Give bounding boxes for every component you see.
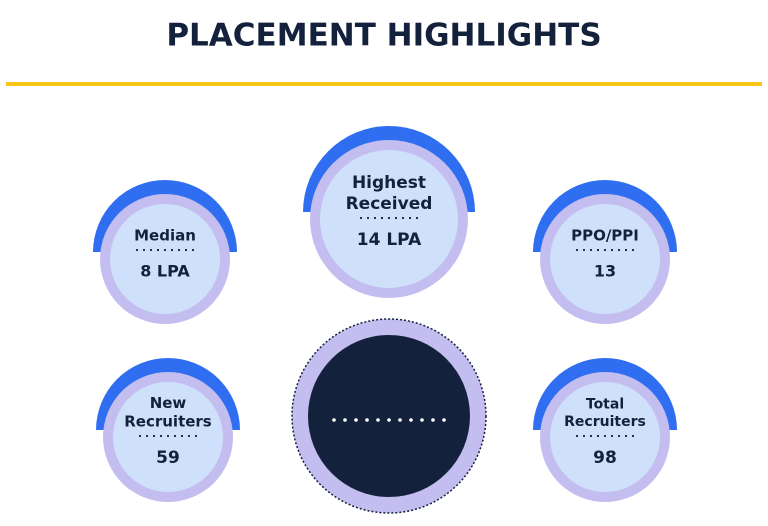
- highlight-label: Median: [134, 227, 196, 245]
- highlight-label: Recruiters: [564, 414, 646, 430]
- separator-dot: [431, 418, 435, 422]
- separator-dot: [166, 434, 170, 438]
- inner-disc: [550, 204, 660, 314]
- highlight-value: 98: [593, 448, 617, 468]
- separator-dot: [152, 434, 156, 438]
- separator-dot: [365, 418, 369, 422]
- highlight-label: Recruiters: [124, 413, 212, 431]
- highlight-card: PPO/PPI 13: [533, 180, 677, 324]
- separator-dot: [173, 434, 177, 438]
- separator-dot: [149, 248, 153, 252]
- separator-dot: [359, 216, 363, 220]
- separator-dot: [575, 434, 579, 438]
- highlight-label: New: [150, 394, 187, 412]
- divider: [6, 82, 762, 86]
- separator-dot: [187, 434, 191, 438]
- separator-dot: [617, 248, 621, 252]
- separator-dot: [180, 434, 184, 438]
- separator-dot: [610, 434, 614, 438]
- separator-dot: [624, 434, 628, 438]
- separator-dot: [343, 418, 347, 422]
- inner-disc: [308, 335, 470, 497]
- separator-dot: [145, 434, 149, 438]
- separator-dot: [415, 216, 419, 220]
- highlight-label: Total: [586, 397, 624, 413]
- highlight-label: Highest: [352, 173, 426, 193]
- separator-dot: [184, 248, 188, 252]
- separator-dot: [582, 248, 586, 252]
- separator-dot: [398, 418, 402, 422]
- highlight-label: Received: [346, 194, 433, 214]
- separator-dot: [624, 248, 628, 252]
- separator-dot: [442, 418, 446, 422]
- separator-dot: [617, 434, 621, 438]
- separator-dot: [376, 418, 380, 422]
- highlight-value: 13: [594, 262, 616, 281]
- separator-dot: [373, 216, 377, 220]
- separator-dot: [603, 434, 607, 438]
- highlight-value: 8 LPA: [140, 262, 190, 281]
- highlight-value: 14 LPA: [357, 230, 422, 250]
- separator-dot: [177, 248, 181, 252]
- separator-dot: [582, 434, 586, 438]
- separator-dot: [366, 216, 370, 220]
- separator-dot: [401, 216, 405, 220]
- separator-dot: [603, 248, 607, 252]
- separator-dot: [194, 434, 198, 438]
- highlight-label: PACKAGE: [350, 397, 428, 415]
- separator-dot: [159, 434, 163, 438]
- separator-dot: [170, 248, 174, 252]
- inner-disc: [110, 204, 220, 314]
- separator-dot: [163, 248, 167, 252]
- separator-dot: [394, 216, 398, 220]
- separator-dot: [631, 434, 635, 438]
- highlight-value: 12.75 LPA: [336, 437, 442, 459]
- separator-dot: [420, 418, 424, 422]
- highlight-card: Median 8 LPA: [93, 180, 237, 324]
- separator-dot: [589, 434, 593, 438]
- separator-dot: [191, 248, 195, 252]
- separator-dot: [610, 248, 614, 252]
- title: PLACEMENT HIGHLIGHTS: [166, 18, 601, 54]
- separator-dot: [408, 216, 412, 220]
- separator-dot: [354, 418, 358, 422]
- separator-dot: [387, 216, 391, 220]
- separator-dot: [332, 418, 336, 422]
- separator-dot: [142, 248, 146, 252]
- separator-dot: [135, 248, 139, 252]
- separator-dot: [596, 434, 600, 438]
- highlight-label: AVERAGE: [350, 378, 428, 396]
- highlight-label: PPO/PPI: [571, 227, 639, 245]
- separator-dot: [387, 418, 391, 422]
- highlight-value: 59: [156, 448, 180, 468]
- separator-dot: [409, 418, 413, 422]
- separator-dot: [138, 434, 142, 438]
- separator-dot: [631, 248, 635, 252]
- separator-dot: [596, 248, 600, 252]
- separator-dot: [380, 216, 384, 220]
- separator-dot: [589, 248, 593, 252]
- separator-dot: [156, 248, 160, 252]
- separator-dot: [575, 248, 579, 252]
